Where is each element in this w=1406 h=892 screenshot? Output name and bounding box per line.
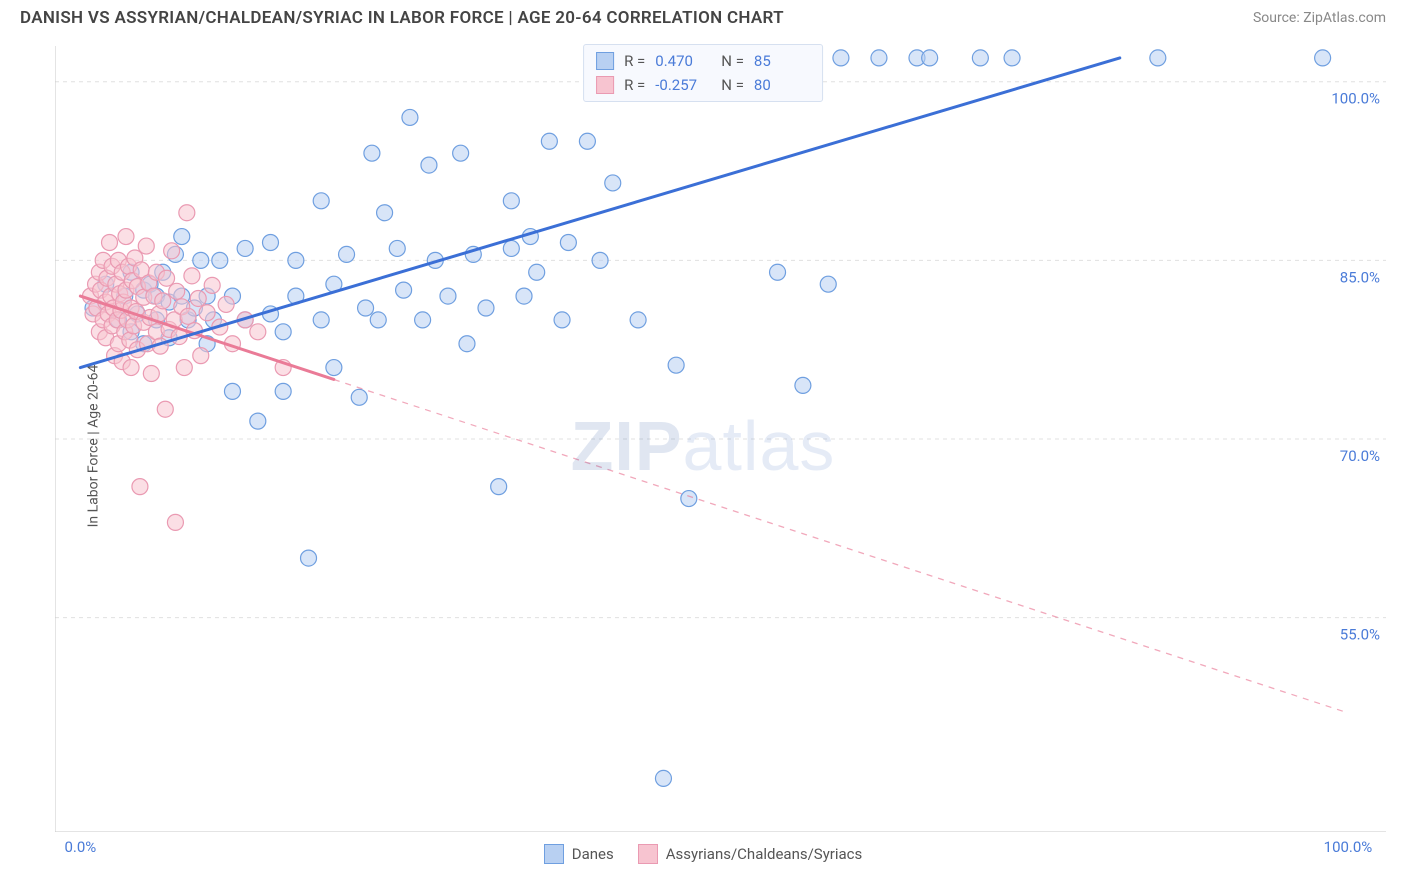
chart-area: 100.0% 85.0% 70.0% 55.0%	[55, 46, 1386, 832]
n-value: 85	[754, 49, 810, 73]
n-value: 80	[754, 73, 810, 97]
r-label: R =	[624, 49, 645, 73]
svg-text:70.0%: 70.0%	[1340, 447, 1380, 465]
legend-item: Danes	[544, 844, 614, 864]
legend-swatch	[596, 76, 614, 94]
legend-swatch	[544, 844, 564, 864]
n-label: N =	[721, 49, 744, 73]
legend-label: Danes	[572, 845, 614, 863]
r-value: 0.470	[655, 49, 711, 73]
legend-item: Assyrians/Chaldeans/Syriacs	[638, 844, 863, 864]
correlation-row: R = -0.257 N = 80	[596, 73, 810, 97]
legend-swatch	[596, 52, 614, 70]
r-label: R =	[624, 73, 645, 97]
scatter-chart: 100.0% 85.0% 70.0% 55.0%	[55, 46, 1386, 832]
source-text: Source: ZipAtlas.com	[1253, 10, 1386, 26]
svg-text:100.0%: 100.0%	[1331, 90, 1380, 108]
svg-text:85.0%: 85.0%	[1340, 268, 1380, 286]
legend-label: Assyrians/Chaldeans/Syriacs	[666, 845, 863, 863]
n-label: N =	[721, 73, 744, 97]
svg-text:55.0%: 55.0%	[1340, 626, 1380, 644]
chart-title: DANISH VS ASSYRIAN/CHALDEAN/SYRIAC IN LA…	[20, 8, 784, 28]
legend-swatch	[638, 844, 658, 864]
series-legend: Danes Assyrians/Chaldeans/Syriacs	[0, 844, 1406, 864]
r-value: -0.257	[655, 73, 711, 97]
correlation-row: R = 0.470 N = 85	[596, 49, 810, 73]
correlation-legend: R = 0.470 N = 85 R = -0.257 N = 80	[583, 44, 823, 102]
